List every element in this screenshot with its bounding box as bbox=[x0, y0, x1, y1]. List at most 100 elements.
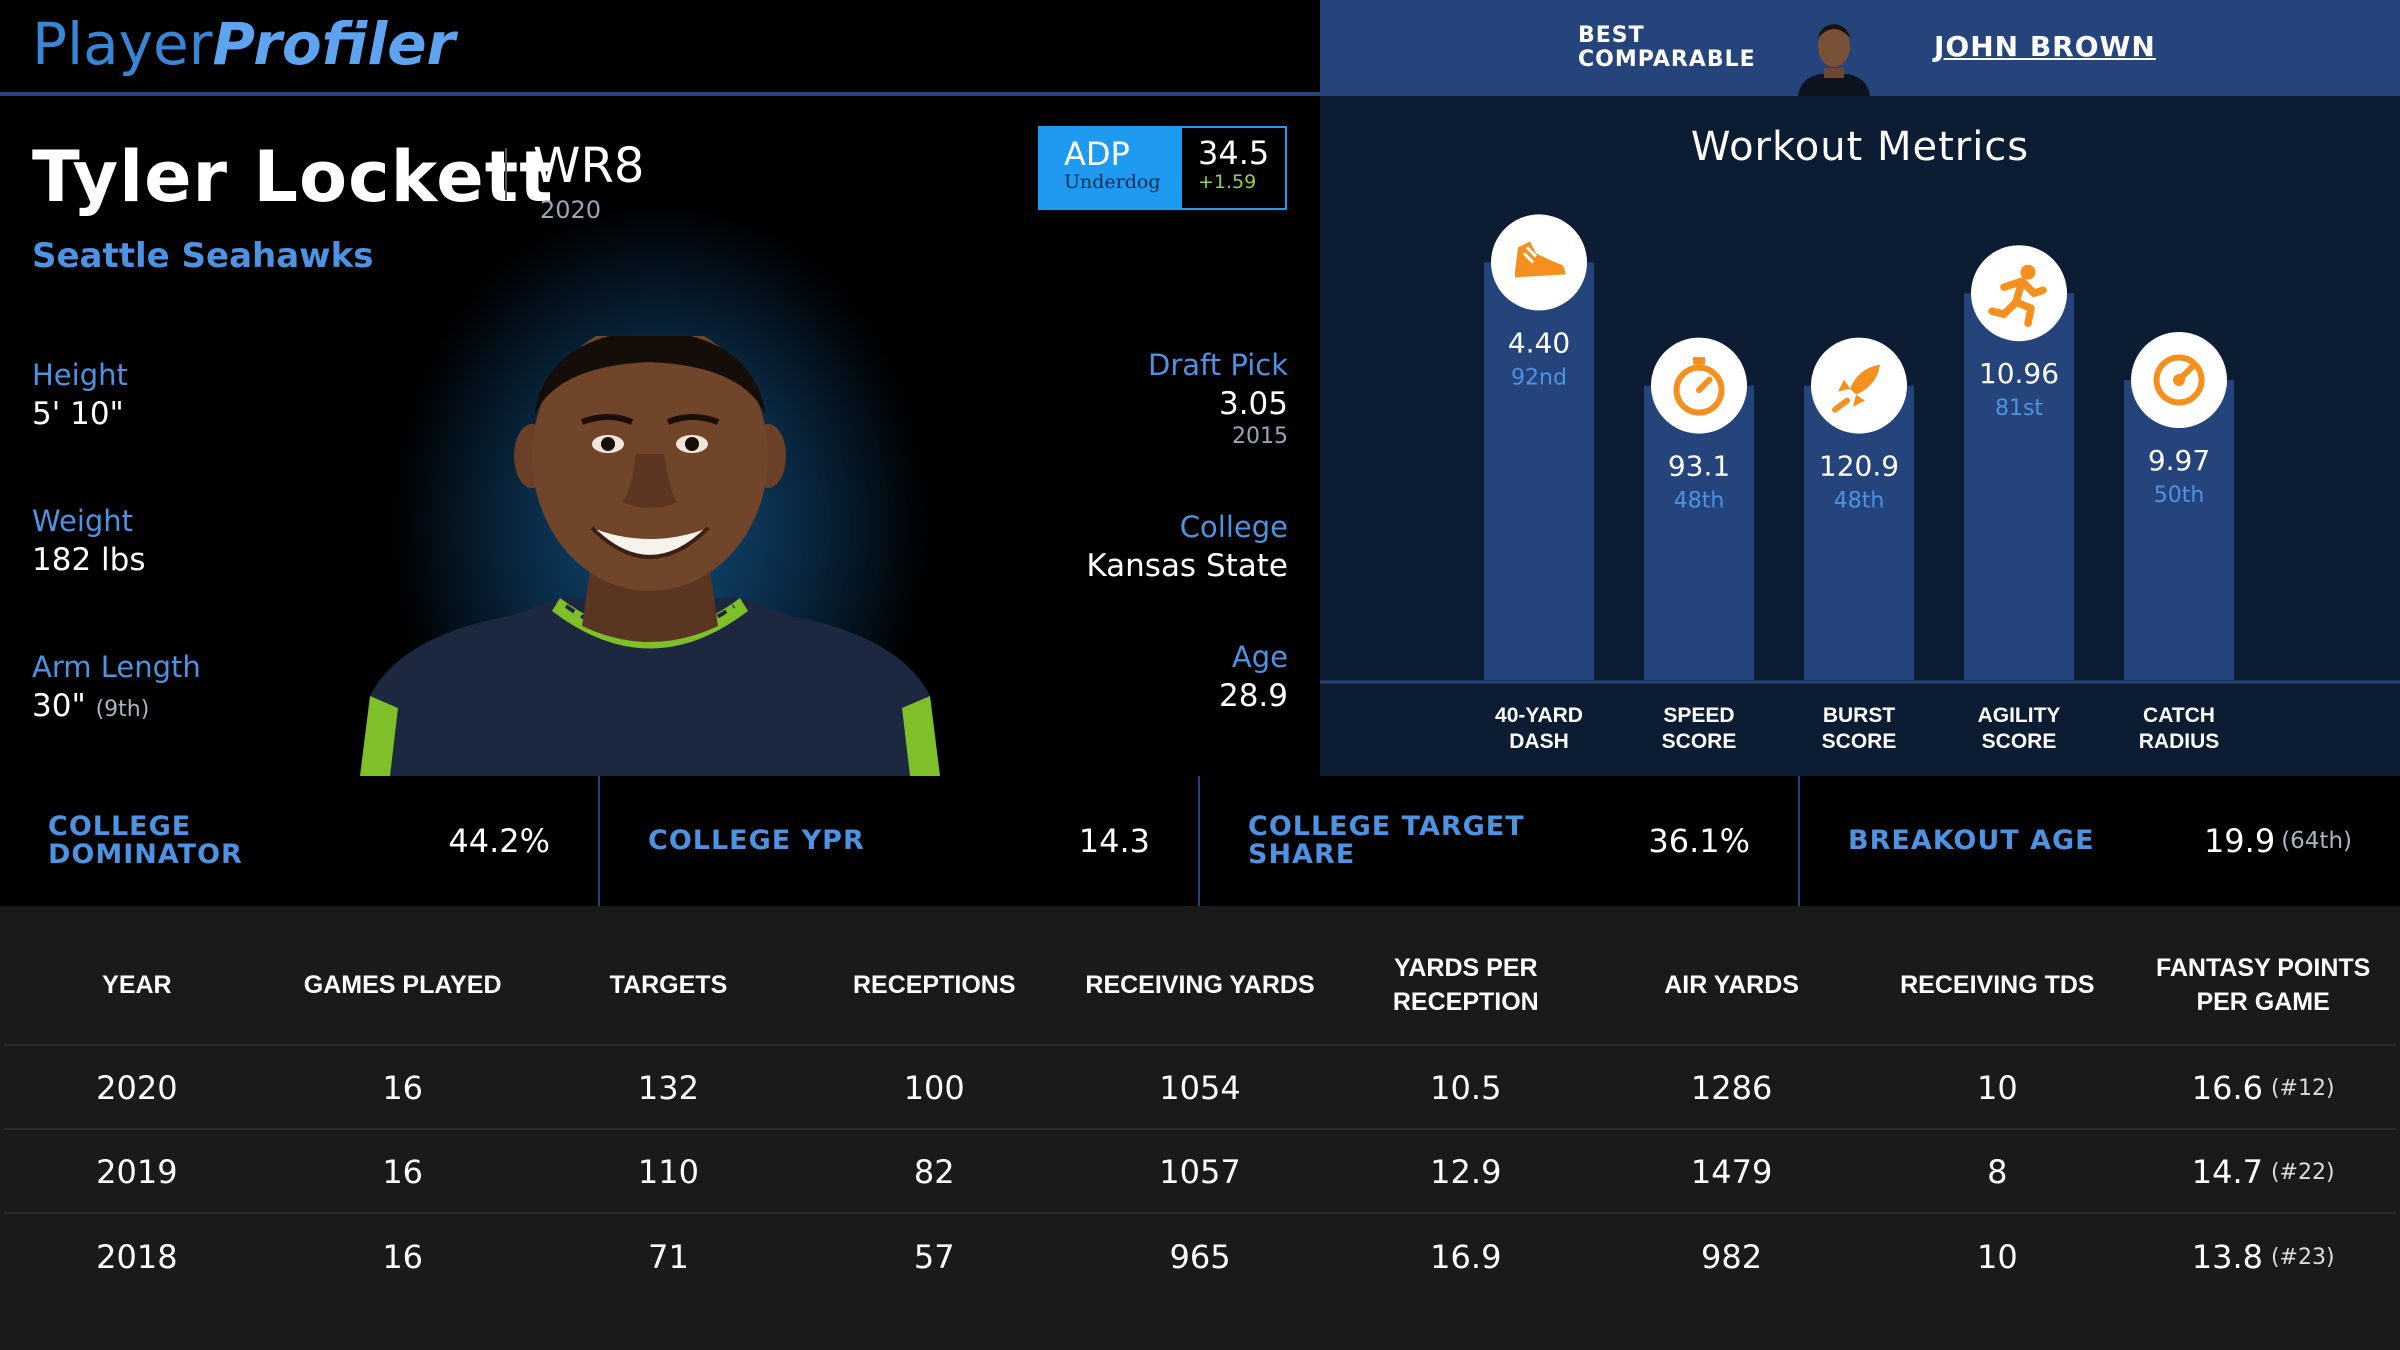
best-comparable-label: BEST COMPARABLE bbox=[1578, 23, 1756, 72]
col-header-receptions[interactable]: RECEPTIONS bbox=[852, 971, 1016, 999]
best-comparable-link[interactable]: JOHN BROWN bbox=[1934, 30, 2156, 63]
metric-label: SPEED bbox=[1663, 704, 1734, 727]
position-rank-season: 2020 bbox=[540, 196, 602, 224]
workout-metrics-chart: 4.4092nd40-YARDDASH93.148thSPEEDSCORE120… bbox=[1320, 214, 2400, 753]
table-row: 2020 16 132 100 1054 10.5 1286 10 16.6 (#… bbox=[4, 1048, 2396, 1130]
college-dominator-metric[interactable]: COLLEGE DOMINATOR 44.2% bbox=[0, 776, 600, 906]
metric-bar[interactable] bbox=[2124, 380, 2234, 680]
team-link[interactable]: Seattle Seahawks bbox=[32, 236, 374, 276]
season-stats-table: YEAR GAMES PLAYED TARGETS RECEPTIONS REC… bbox=[0, 906, 2400, 1350]
metric-percentile: 48th bbox=[1834, 489, 1885, 514]
adp-source: Underdog bbox=[1064, 171, 1161, 193]
metric-value: 10.96 bbox=[1979, 357, 2059, 390]
metric-percentile: 48th bbox=[1674, 489, 1725, 514]
cell-fppg: 13.8 (#23) bbox=[2191, 1238, 2335, 1276]
table-row: 2019 16 110 82 1057 12.9 1479 8 14.7 (#22… bbox=[4, 1132, 2396, 1214]
breakout-age-metric[interactable]: BREAKOUT AGE 19.9 (64th) bbox=[1848, 822, 2352, 860]
site-logo[interactable]: PlayerProfiler bbox=[32, 10, 456, 78]
fppg-rank: (#23) bbox=[2270, 1244, 2335, 1270]
height-stat: Height 5' 10" bbox=[32, 358, 128, 432]
cell-games: 16 bbox=[382, 1069, 424, 1107]
table-header-row: YEAR GAMES PLAYED TARGETS RECEPTIONS REC… bbox=[4, 926, 2396, 1046]
cell-fppg: 14.7 (#22) bbox=[2191, 1153, 2335, 1191]
cell-receptions: 100 bbox=[903, 1069, 965, 1107]
comparable-player-avatar[interactable] bbox=[1790, 8, 1878, 96]
adp-badge[interactable]: ADP Underdog 34.5 +1.59 bbox=[1038, 126, 1287, 210]
col-header-fantasy-points-per-game[interactable]: FANTASY POINTS PER GAME bbox=[2155, 954, 2371, 1016]
name-divider bbox=[505, 148, 507, 200]
workout-metrics-title: Workout Metrics bbox=[1690, 124, 2030, 170]
metric-label: SCORE bbox=[1662, 730, 1737, 753]
player-name: Tyler Lockett bbox=[32, 136, 554, 218]
metric-bar-group[interactable]: 10.96 81st AGILITY SCORE bbox=[1964, 245, 2074, 753]
weight-stat: Weight 182 lbs bbox=[32, 504, 146, 578]
cell-tds: 8 bbox=[1987, 1153, 2008, 1191]
col-header-receiving-tds[interactable]: RECEIVING TDS bbox=[1900, 971, 2095, 999]
cell-air-yards: 1286 bbox=[1690, 1069, 1773, 1107]
cell-targets: 110 bbox=[637, 1153, 699, 1191]
metric-percentile: 50th bbox=[2154, 483, 2205, 508]
fppg-rank: (#22) bbox=[2270, 1159, 2335, 1185]
age-stat: Age 28.9 bbox=[1218, 640, 1288, 714]
cell-ypr: 16.9 bbox=[1430, 1238, 1502, 1276]
metric-bar-group[interactable]: 4.40 92nd 40-YARD DASH bbox=[1484, 214, 1594, 753]
metric-label: DASH bbox=[1509, 730, 1569, 753]
col-header-receiving-yards[interactable]: RECEIVING YARDS bbox=[1085, 971, 1315, 999]
col-header-games-played[interactable]: GAMES PLAYED bbox=[303, 971, 502, 999]
col-header-targets[interactable]: TARGETS bbox=[609, 971, 728, 999]
metric-bar-group[interactable]: 120.9 48th BURST SCORE bbox=[1804, 337, 1914, 753]
best-comparable-bar: BEST COMPARABLE JOHN BROWN bbox=[1320, 0, 2400, 96]
college-target-share-metric[interactable]: COLLEGE TARGET SHARE 36.1% bbox=[1200, 776, 1800, 906]
draft-pick-stat: Draft Pick 3.05 2015 bbox=[1148, 348, 1288, 449]
adp-value: 34.5 bbox=[1198, 134, 1270, 172]
metric-bar-group[interactable]: 93.1 48th SPEED SCORE bbox=[1644, 337, 1754, 753]
metric-bar[interactable] bbox=[1484, 262, 1594, 680]
col-header-air-yards[interactable]: AIR YARDS bbox=[1664, 971, 1799, 999]
metric-label: BURST bbox=[1823, 704, 1896, 727]
player-profile-panel: Tyler Lockett WR8 2020 Seattle Seahawks … bbox=[0, 96, 1320, 776]
cell-ypr: 12.9 bbox=[1430, 1153, 1502, 1191]
college-stat: College Kansas State bbox=[1086, 510, 1288, 584]
metric-value: 9.97 bbox=[2148, 444, 2210, 477]
workout-metrics-panel: Workout Metrics 4.40 92nd 40-YARD DASH 93.1 4… bbox=[1320, 96, 2400, 776]
cell-tds: 10 bbox=[1977, 1238, 2018, 1276]
college-ypr-metric[interactable]: COLLEGE YPR 14.3 bbox=[600, 776, 1200, 906]
metric-bar-group[interactable]: 9.97 50th CATCH RADIUS bbox=[2124, 332, 2234, 753]
college-metrics-row: COLLEGE DOMINATOR 44.2% COLLEGE YPR 14.3… bbox=[0, 776, 2400, 906]
cell-games: 16 bbox=[382, 1153, 424, 1191]
cell-targets: 71 bbox=[648, 1238, 689, 1276]
logo-bar: PlayerProfiler bbox=[0, 0, 1320, 96]
cell-ypr: 10.5 bbox=[1430, 1069, 1502, 1107]
metric-label: 40-YARD bbox=[1495, 704, 1583, 727]
metric-bar[interactable] bbox=[1644, 385, 1754, 680]
metric-value: 93.1 bbox=[1668, 450, 1730, 483]
metric-label: SCORE bbox=[1982, 730, 2057, 753]
cell-receptions: 57 bbox=[913, 1238, 955, 1276]
metric-percentile: 81st bbox=[1995, 396, 2043, 421]
cell-air-yards: 1479 bbox=[1690, 1153, 1773, 1191]
cell-air-yards: 982 bbox=[1701, 1238, 1763, 1276]
runner-icon bbox=[1971, 245, 2067, 342]
metric-bar[interactable] bbox=[1804, 385, 1914, 680]
cell-tds: 10 bbox=[1977, 1069, 2018, 1107]
target-icon bbox=[2131, 332, 2227, 428]
col-header-yards-per-reception[interactable]: YARDS PER RECEPTION bbox=[1392, 954, 1539, 1016]
metric-label: AGILITY bbox=[1978, 704, 2061, 727]
metric-label: CATCH bbox=[2143, 704, 2215, 727]
metric-label: RADIUS bbox=[2139, 730, 2220, 753]
metric-percentile: 92nd bbox=[1511, 365, 1567, 390]
cell-year: 2018 bbox=[96, 1238, 178, 1276]
adp-change: +1.59 bbox=[1198, 171, 1257, 193]
fppg-rank: (#12) bbox=[2270, 1075, 2335, 1101]
metric-value: 4.40 bbox=[1508, 326, 1570, 359]
table-row: 2018 16 71 57 965 16.9 982 10 13.8 (#23) bbox=[4, 1216, 2396, 1298]
col-header-year[interactable]: YEAR bbox=[102, 971, 172, 999]
metric-label: SCORE bbox=[1822, 730, 1897, 753]
header-divider bbox=[0, 92, 1320, 96]
cell-receiving-yards: 1057 bbox=[1159, 1153, 1241, 1191]
cell-fppg: 16.6 (#12) bbox=[2191, 1069, 2335, 1107]
shoe-icon bbox=[1491, 214, 1587, 311]
rocket-icon bbox=[1811, 337, 1907, 434]
cell-receptions: 82 bbox=[913, 1153, 955, 1191]
metric-bar[interactable] bbox=[1964, 293, 2074, 680]
